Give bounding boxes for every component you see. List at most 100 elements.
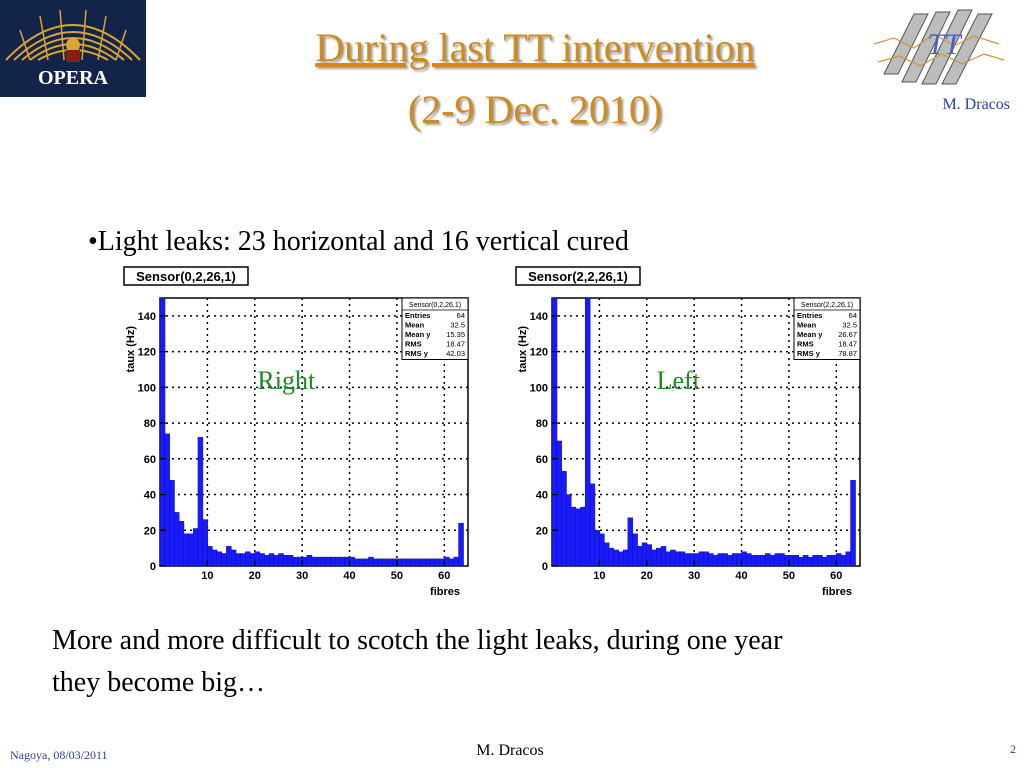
stats-label: Entries (797, 311, 822, 320)
y-tick-label: 20 (144, 525, 156, 537)
stats-box (793, 297, 861, 360)
histogram-bar (287, 555, 294, 567)
histogram-bar (580, 506, 586, 567)
stats-box (401, 297, 469, 360)
stats-label: Mean y (797, 330, 823, 339)
chart-title-box (123, 266, 249, 286)
histogram-bar (826, 555, 833, 567)
histogram-bar (240, 553, 246, 567)
histogram-bar (221, 553, 227, 567)
x-axis-label: fibres (822, 586, 852, 598)
histogram-bar (429, 558, 436, 567)
histogram-bar (807, 556, 814, 567)
x-tick-label: 10 (593, 570, 605, 582)
histogram-bar (821, 556, 828, 567)
x-tick-label: 10 (201, 570, 213, 582)
x-tick-label: 60 (438, 570, 450, 582)
stats-value: 64 (457, 311, 465, 320)
histogram-bar (812, 555, 818, 567)
histogram-bar (235, 553, 242, 567)
histogram-bar (349, 556, 355, 567)
histogram-bar (453, 556, 460, 567)
y-tick-label: 120 (138, 347, 156, 359)
histogram-bar (589, 483, 596, 567)
y-tick-label: 100 (138, 382, 156, 394)
histogram-bar (741, 551, 747, 567)
stats-value: 18.47 (838, 340, 857, 349)
histogram-bar (618, 551, 624, 567)
y-tick-label: 40 (536, 490, 548, 502)
histogram-bar (226, 546, 232, 567)
histogram-bar (765, 553, 771, 567)
histogram-bar (850, 480, 856, 567)
panel-label: Right (257, 366, 316, 395)
histogram-bar (278, 553, 284, 567)
histogram-bar (561, 471, 567, 567)
tt-logo: TT (864, 4, 1014, 96)
chart-title: Sensor(0,2,26,1) (136, 269, 236, 284)
histogram-bar (292, 556, 298, 567)
histogram-bar (722, 553, 728, 567)
histogram-bar (268, 553, 275, 567)
histogram-bar (717, 553, 724, 567)
stats-value: 18.47 (446, 340, 465, 349)
stats-value: 42.03 (446, 349, 465, 358)
histogram-bar (458, 522, 464, 567)
histogram-bar (301, 556, 308, 567)
histogram-bar (793, 555, 799, 567)
histogram-bar (368, 556, 374, 567)
chart-title: Sensor(2,2,26,1) (528, 269, 628, 284)
stats-value: 15.35 (446, 330, 465, 339)
histogram-bar (840, 555, 847, 567)
histogram-bar (306, 555, 313, 567)
histogram-bar (434, 558, 441, 567)
histogram-bar (396, 558, 403, 567)
histogram-bar (684, 553, 690, 567)
x-tick-label: 50 (783, 570, 795, 582)
histogram-bar (282, 555, 289, 567)
histogram-bar (230, 549, 237, 567)
histogram-bar (401, 558, 407, 567)
y-tick-label: 60 (144, 454, 156, 466)
histogram-bar (760, 555, 766, 567)
histogram-bar (608, 547, 615, 567)
histogram-bar (335, 556, 341, 567)
footer-author: M. Dracos (476, 742, 544, 759)
y-tick-label: 120 (530, 347, 548, 359)
histogram-bar (817, 555, 823, 567)
histogram-bar (774, 553, 780, 567)
histogram-bar (444, 556, 450, 567)
histogram-bar (575, 508, 581, 567)
footer-location-date: Nagoya, 08/03/2011 (10, 748, 108, 762)
histogram-bar (708, 553, 714, 567)
histogram-bar (164, 433, 170, 567)
histogram-bar (845, 551, 852, 567)
histogram-bar (320, 556, 327, 567)
histogram-bar (779, 553, 785, 567)
histogram-bar (183, 533, 189, 567)
x-tick-label: 50 (391, 570, 403, 582)
histogram-bar (197, 437, 204, 567)
histogram-bar (627, 517, 634, 567)
histogram-bar (448, 558, 455, 567)
histogram-bar (216, 551, 223, 567)
stats-value: 32.5 (450, 321, 465, 330)
histogram-bar (339, 556, 346, 567)
tt-logo-text: TT (927, 28, 963, 61)
stats-label: RMS (797, 340, 814, 349)
x-tick-label: 60 (830, 570, 842, 582)
histogram-bar (410, 558, 417, 567)
stats-name: Sensor(0,2,26,1) (409, 302, 461, 309)
histogram-left-svg: Sensor(2,2,26,1) 10 20 30 40 50 60 0 20 40 60 80 100… (515, 266, 861, 598)
histogram-bar (746, 553, 752, 567)
histogram-bar (192, 528, 199, 567)
histogram-bar (566, 494, 572, 567)
histogram-bar (330, 556, 336, 567)
histogram-bar (679, 551, 686, 567)
y-tick-label: 0 (150, 561, 156, 573)
histogram-bar (259, 553, 265, 567)
stats-name: Sensor(2,2,26,1) (801, 302, 853, 309)
histogram-bar (599, 533, 605, 567)
x-tick-label: 20 (249, 570, 261, 582)
histogram-bar (358, 558, 365, 567)
